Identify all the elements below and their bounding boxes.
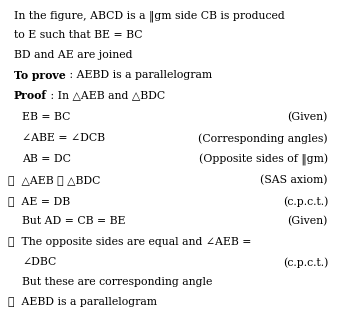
Text: (SAS axiom): (SAS axiom) (260, 175, 328, 185)
Text: (Opposite sides of ‖gm): (Opposite sides of ‖gm) (199, 154, 328, 166)
Text: : In △AEB and △BDC: : In △AEB and △BDC (47, 90, 165, 100)
Text: In the figure, ABCD is a ‖gm side CB is produced: In the figure, ABCD is a ‖gm side CB is … (14, 10, 285, 22)
Text: To prove: To prove (14, 70, 66, 81)
Text: : AEBD is a parallelogram: : AEBD is a parallelogram (66, 70, 212, 80)
Text: ∠ABE = ∠DCB: ∠ABE = ∠DCB (22, 133, 105, 143)
Text: BD and AE are joined: BD and AE are joined (14, 50, 133, 60)
Text: ∴  AEBD is a parallelogram: ∴ AEBD is a parallelogram (8, 297, 157, 307)
Text: But these are corresponding angle: But these are corresponding angle (22, 277, 212, 287)
Text: (Given): (Given) (287, 216, 328, 226)
Text: EB = BC: EB = BC (22, 112, 71, 122)
Text: But AD = CB = BE: But AD = CB = BE (22, 216, 125, 226)
Text: Proof: Proof (14, 90, 47, 101)
Text: ∴  △AEB ≅ △BDC: ∴ △AEB ≅ △BDC (8, 175, 100, 185)
Text: AB = DC: AB = DC (22, 154, 71, 164)
Text: ∴  The opposite sides are equal and ∠AEB =: ∴ The opposite sides are equal and ∠AEB … (8, 237, 252, 247)
Text: (c.p.c.t.): (c.p.c.t.) (283, 257, 328, 268)
Text: ∴  AE = DB: ∴ AE = DB (8, 196, 70, 206)
Text: (Corresponding angles): (Corresponding angles) (198, 133, 328, 144)
Text: (c.p.c.t.): (c.p.c.t.) (283, 196, 328, 207)
Text: (Given): (Given) (287, 112, 328, 122)
Text: ∠DBC: ∠DBC (22, 257, 56, 267)
Text: to E such that BE = BC: to E such that BE = BC (14, 30, 142, 40)
